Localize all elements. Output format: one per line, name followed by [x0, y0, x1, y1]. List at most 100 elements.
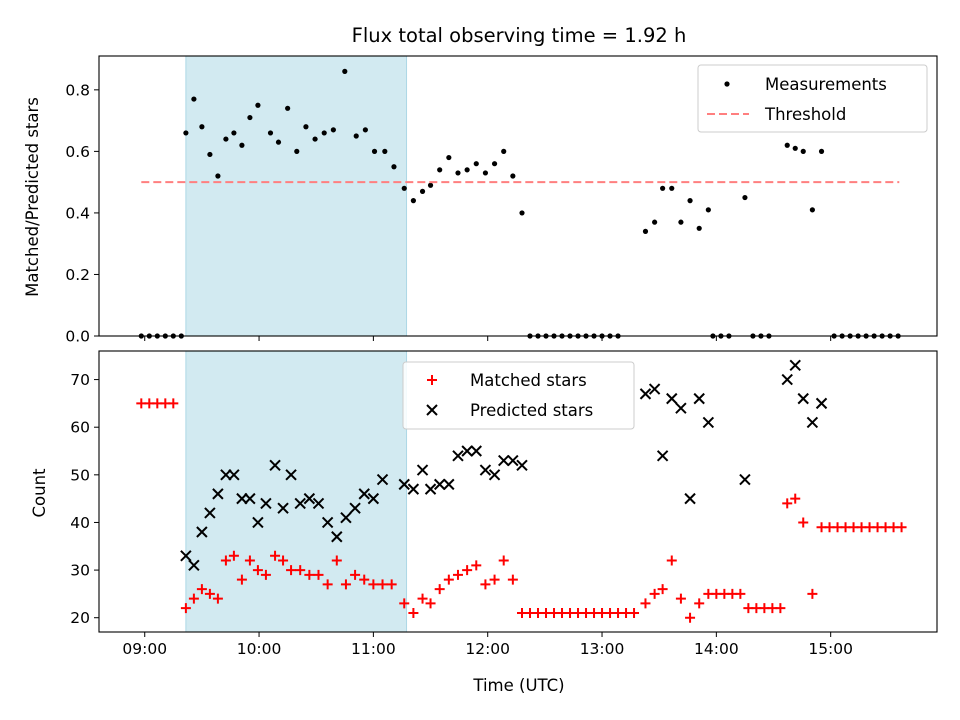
data-point	[775, 603, 786, 614]
data-point	[371, 148, 378, 154]
data-point	[798, 517, 809, 528]
x-tick-label: 12:00	[465, 640, 510, 658]
data-point	[433, 478, 446, 491]
data-point	[228, 469, 240, 481]
data-point	[304, 569, 315, 580]
observing-window-band	[185, 55, 408, 337]
data-point	[321, 516, 334, 529]
data-point	[806, 416, 819, 429]
data-point	[660, 185, 666, 191]
legend-top: Measurements Threshold	[697, 64, 928, 133]
data-point	[180, 603, 191, 614]
data-point	[277, 502, 289, 514]
data-point	[331, 531, 343, 543]
data-point	[285, 105, 291, 111]
data-point	[410, 198, 416, 204]
data-point	[236, 574, 247, 585]
data-point	[427, 182, 434, 188]
data-point	[488, 469, 501, 481]
data-point	[188, 593, 199, 604]
data-point	[367, 492, 380, 505]
data-point	[286, 565, 297, 576]
data-point	[782, 498, 793, 509]
data-point	[278, 555, 289, 566]
data-point	[507, 454, 519, 467]
series-measurements	[138, 68, 901, 339]
data-point	[498, 454, 510, 467]
data-point	[267, 130, 274, 136]
data-point	[270, 550, 281, 561]
data-point	[789, 359, 801, 371]
data-point	[260, 569, 271, 580]
data-point	[362, 127, 368, 133]
data-point	[693, 392, 705, 405]
legend-label-threshold: Threshold	[764, 105, 846, 124]
bottom-y-axis-title: Count	[30, 468, 49, 518]
data-point	[815, 397, 828, 410]
data-point	[657, 584, 668, 595]
data-point	[669, 185, 675, 191]
data-point	[312, 497, 325, 510]
data-point	[792, 145, 798, 151]
data-point	[340, 579, 351, 590]
x-tick-label: 14:00	[694, 640, 739, 658]
data-point	[199, 124, 205, 130]
data-point	[498, 555, 509, 566]
data-point	[482, 170, 489, 176]
data-point	[312, 136, 318, 142]
data-point	[349, 502, 361, 514]
data-point	[223, 136, 229, 142]
data-point	[269, 459, 281, 472]
data-point	[212, 593, 223, 604]
axes-frame	[98, 350, 938, 633]
data-point	[313, 569, 324, 580]
data-point	[501, 148, 507, 154]
data-point	[212, 488, 224, 500]
x-tick-label: 15:00	[808, 640, 853, 658]
data-point	[244, 555, 255, 566]
data-point	[350, 569, 361, 580]
y-tick-label: 60	[70, 419, 90, 437]
data-point	[896, 522, 907, 533]
data-point	[215, 173, 221, 179]
data-point	[800, 148, 806, 154]
data-point	[434, 584, 445, 595]
series-matched-stars	[136, 398, 907, 623]
y-tick-label: 0.0	[65, 328, 90, 346]
data-point	[652, 219, 658, 225]
data-point	[443, 478, 455, 491]
data-point	[675, 402, 687, 414]
x-tick-label: 11:00	[351, 640, 396, 658]
data-point	[340, 511, 352, 524]
data-point	[322, 579, 333, 590]
data-point	[303, 124, 309, 130]
data-point	[666, 392, 678, 405]
data-point	[275, 139, 282, 145]
data-point	[407, 483, 420, 495]
data-point	[742, 194, 748, 201]
axes-frame	[98, 55, 938, 337]
data-point	[196, 526, 208, 538]
chart-title: Flux total observing time = 1.92 h	[352, 24, 687, 47]
data-point	[382, 148, 388, 154]
data-point	[399, 598, 410, 609]
data-point	[471, 560, 482, 571]
data-point	[244, 492, 256, 505]
data-point	[629, 607, 640, 618]
data-point	[391, 164, 397, 170]
data-point	[295, 565, 306, 576]
data-point	[398, 478, 410, 491]
data-point	[489, 574, 500, 585]
data-point	[797, 392, 809, 405]
data-point	[507, 574, 518, 585]
data-point	[294, 497, 306, 510]
data-point	[188, 559, 200, 572]
y-tick-label: 70	[70, 371, 90, 389]
data-point	[180, 550, 192, 562]
legend-box	[697, 64, 928, 133]
data-point	[784, 142, 790, 148]
data-point	[417, 593, 428, 604]
legend-marker-predicted	[426, 404, 438, 416]
series-predicted-stars	[180, 359, 828, 572]
top-panel: 0.0 0.2 0.4 0.6 0.8 Measurements Threshold	[65, 55, 938, 346]
